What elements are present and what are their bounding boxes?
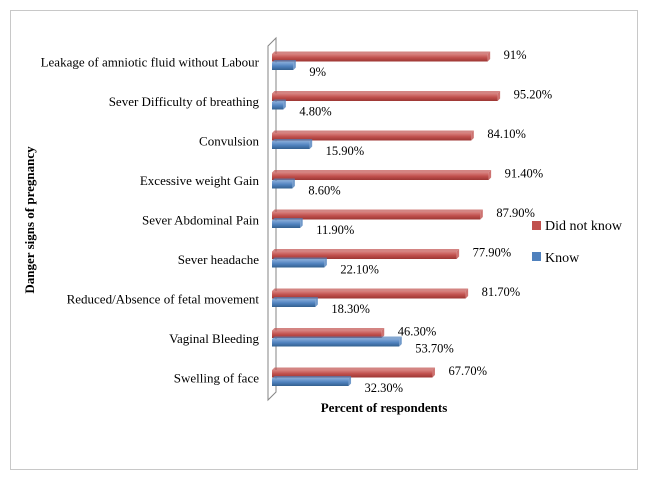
data-label-did-not-know: 77.90% xyxy=(473,246,512,260)
data-label-know: 11.90% xyxy=(316,223,354,237)
y-axis-title: Danger signs of pregnancy xyxy=(22,146,37,294)
labels-layer: Leakage of amniotic fluid without Labour… xyxy=(41,48,553,395)
bar-did-not-know xyxy=(272,288,469,299)
data-label-did-not-know: 67.70% xyxy=(448,364,487,378)
bar-know xyxy=(272,178,295,189)
data-label-know: 53.70% xyxy=(415,342,454,356)
bar-did-not-know xyxy=(272,328,385,338)
bar-did-not-know xyxy=(272,249,460,259)
bar-did-not-know xyxy=(272,130,474,141)
category-label: Swelling of face xyxy=(174,371,259,386)
legend: Did not know Know xyxy=(532,219,623,266)
bar-did-not-know xyxy=(272,367,435,378)
bar-know xyxy=(272,60,296,70)
bar-know xyxy=(272,297,318,307)
bar-did-not-know xyxy=(272,209,483,220)
category-label: Sever Abdominal Pain xyxy=(142,213,259,228)
data-label-did-not-know: 87.90% xyxy=(496,206,535,220)
legend-label-did-not-know: Did not know xyxy=(545,219,623,234)
data-label-know: 15.90% xyxy=(326,144,365,158)
data-label-did-not-know: 91% xyxy=(504,48,527,62)
data-label-did-not-know: 81.70% xyxy=(482,285,521,299)
data-label-know: 4.80% xyxy=(299,105,331,119)
legend-swatch-know xyxy=(532,252,541,261)
bar-know xyxy=(272,376,352,386)
category-label: Excessive weight Gain xyxy=(140,173,260,188)
category-label: Sever Difficulty of breathing xyxy=(109,94,260,109)
data-label-know: 8.60% xyxy=(308,184,340,198)
category-label: Leakage of amniotic fluid without Labour xyxy=(41,55,260,70)
legend-swatch-did-not-know xyxy=(532,221,541,230)
x-axis-title: Percent of respondents xyxy=(321,400,448,415)
chart-frame xyxy=(10,10,638,470)
data-label-know: 18.30% xyxy=(331,302,370,316)
category-label: Reduced/Absence of fetal movement xyxy=(67,292,260,307)
bar-know xyxy=(272,139,313,149)
category-label: Convulsion xyxy=(199,134,259,149)
legend-label-know: Know xyxy=(545,251,580,266)
bar-know xyxy=(272,218,303,228)
data-label-know: 22.10% xyxy=(340,263,379,277)
bar-know xyxy=(272,257,327,268)
bar-did-not-know xyxy=(272,91,501,101)
bar-know xyxy=(272,336,402,347)
data-label-did-not-know: 46.30% xyxy=(398,325,437,339)
category-label: Sever headache xyxy=(178,252,259,267)
data-label-know: 9% xyxy=(309,65,326,79)
bar-did-not-know xyxy=(272,51,491,62)
category-label: Vaginal Bleeding xyxy=(169,331,259,346)
data-label-did-not-know: 91.40% xyxy=(505,167,544,181)
bar-did-not-know xyxy=(272,170,492,180)
data-label-know: 32.30% xyxy=(365,381,404,395)
bars-layer xyxy=(272,51,501,386)
data-label-did-not-know: 84.10% xyxy=(487,127,526,141)
bar-know xyxy=(272,99,286,110)
data-label-did-not-know: 95.20% xyxy=(514,88,553,102)
